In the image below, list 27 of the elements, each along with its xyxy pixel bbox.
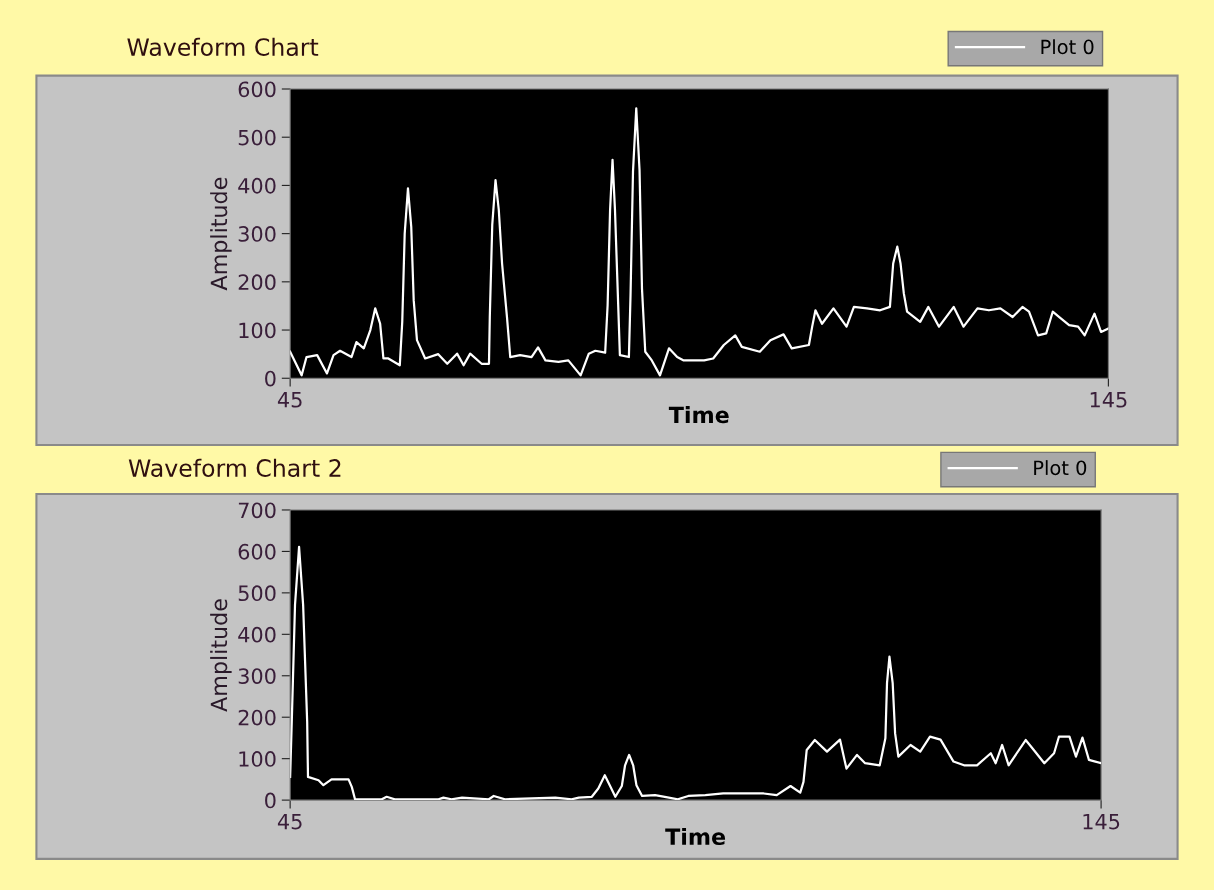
y-tick-label: 400 [238, 177, 276, 194]
x-tick-label: 45 [277, 813, 302, 830]
legend-label: Plot 0 [1034, 460, 1087, 476]
y-tick-label: 200 [238, 274, 276, 291]
y-tick-label: 600 [238, 81, 276, 98]
y-axis-title: Amplitude [210, 599, 232, 712]
y-tick-label: 0 [265, 792, 276, 809]
y-tick-label: 100 [239, 322, 276, 339]
x-axis-title: Time [668, 406, 729, 424]
y-tick-label: 700 [238, 502, 276, 519]
x-axis-title: Time [665, 827, 726, 846]
y-tick-label: 600 [238, 543, 276, 560]
y-tick-label: 200 [238, 709, 276, 726]
x-tick-label: 145 [1083, 813, 1120, 830]
y-tick-label: 500 [238, 585, 276, 602]
y-tick-label: 300 [238, 226, 276, 242]
x-tick-label: 45 [277, 392, 302, 408]
chart-title: Waveform Chart [127, 37, 319, 56]
chart-title: Waveform Chart 2 [128, 458, 341, 477]
y-tick-label: 100 [239, 751, 276, 767]
y-tick-label: 400 [238, 626, 276, 643]
y-tick-label: 500 [238, 129, 276, 146]
x-tick-label: 145 [1090, 392, 1127, 408]
y-axis-title: Amplitude [210, 177, 232, 291]
y-tick-label: 0 [265, 370, 276, 387]
y-tick-label: 300 [238, 668, 276, 684]
legend-label: Plot 0 [1041, 39, 1094, 55]
